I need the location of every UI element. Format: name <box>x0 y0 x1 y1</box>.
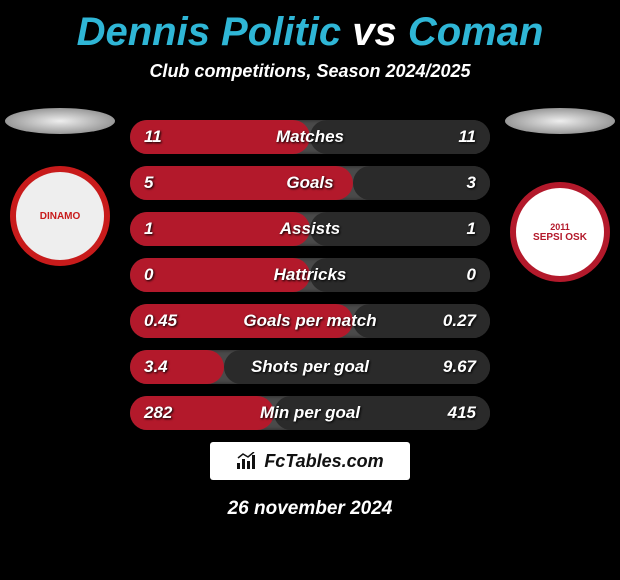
left-team-area: DINAMO <box>0 108 120 266</box>
stat-label: Hattricks <box>130 265 490 285</box>
stat-label: Goals per match <box>130 311 490 331</box>
right-crest-year: 2011 <box>533 222 587 232</box>
stat-row: 282415Min per goal <box>130 396 490 430</box>
stat-row: 0.450.27Goals per match <box>130 304 490 338</box>
date-text: 26 november 2024 <box>0 498 620 520</box>
left-shadow-ellipse <box>5 108 115 134</box>
stat-label: Min per goal <box>130 403 490 423</box>
stat-row: 00Hattricks <box>130 258 490 292</box>
player1-name: Dennis Politic <box>77 10 342 54</box>
right-team-area: 2011 SEPSI OSK <box>500 108 620 282</box>
stat-row: 11Assists <box>130 212 490 246</box>
right-shadow-ellipse <box>505 108 615 134</box>
stat-label: Shots per goal <box>130 357 490 377</box>
right-crest-label: SEPSI OSK <box>533 232 587 243</box>
brand-text: FcTables.com <box>264 451 383 472</box>
stat-row: 1111Matches <box>130 120 490 154</box>
brand-badge[interactable]: FcTables.com <box>210 442 410 480</box>
right-team-crest: 2011 SEPSI OSK <box>510 182 610 282</box>
comparison-title: Dennis Politic vs Coman <box>0 0 620 55</box>
vs-text: vs <box>352 10 397 54</box>
stat-label: Matches <box>130 127 490 147</box>
stat-row: 3.49.67Shots per goal <box>130 350 490 384</box>
stat-row: 53Goals <box>130 166 490 200</box>
stat-label: Goals <box>130 173 490 193</box>
stats-container: 1111Matches 53Goals 11Assists 00Hattricks 0.… <box>130 120 490 442</box>
left-crest-label: DINAMO <box>40 211 81 222</box>
stat-label: Assists <box>130 219 490 239</box>
subtitle: Club competitions, Season 2024/2025 <box>0 61 620 82</box>
left-team-crest: DINAMO <box>10 166 110 266</box>
player2-name: Coman <box>408 10 544 54</box>
chart-icon <box>236 452 258 470</box>
